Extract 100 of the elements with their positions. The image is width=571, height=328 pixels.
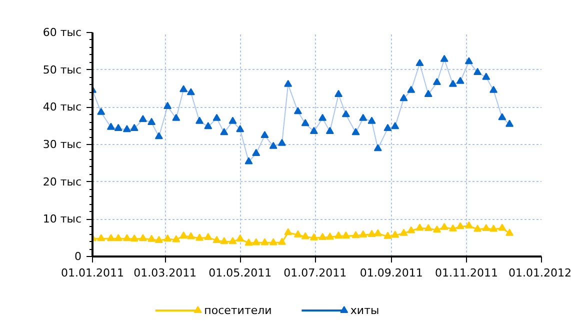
point xyxy=(172,235,180,242)
point xyxy=(122,125,131,132)
point xyxy=(97,108,106,115)
point xyxy=(310,233,318,240)
y-tick-label: 10 тыс xyxy=(42,212,82,226)
point xyxy=(440,222,448,230)
point xyxy=(318,114,327,121)
point xyxy=(278,138,286,146)
point xyxy=(374,144,382,152)
point xyxy=(212,114,221,121)
x-tick-label: 01.11.2011 xyxy=(434,266,498,280)
point xyxy=(301,119,310,126)
point xyxy=(180,85,188,92)
point xyxy=(164,234,172,242)
point xyxy=(252,238,260,246)
point xyxy=(352,128,360,136)
point xyxy=(416,224,424,231)
point xyxy=(294,107,302,114)
point xyxy=(244,157,253,164)
point xyxy=(490,86,498,93)
y-tick-label: 50 тыс xyxy=(42,63,82,76)
x-tick-label: 01.01.2011 xyxy=(61,266,124,280)
point xyxy=(334,90,343,97)
point xyxy=(416,58,424,66)
point xyxy=(424,224,432,232)
point xyxy=(260,238,269,246)
point xyxy=(391,122,400,130)
point xyxy=(172,114,180,121)
point xyxy=(148,118,156,125)
point xyxy=(196,234,204,241)
point xyxy=(474,68,482,75)
point xyxy=(220,237,228,244)
point xyxy=(374,229,382,236)
point xyxy=(464,57,473,64)
point xyxy=(186,232,195,240)
point xyxy=(456,76,464,84)
point xyxy=(318,232,327,240)
point xyxy=(180,231,188,238)
point xyxy=(148,234,156,242)
point xyxy=(384,232,392,239)
y-tick-label: 0 xyxy=(74,250,82,263)
y-tick-label: 60 тыс xyxy=(42,26,82,39)
x-tick-label: 01.05.2011 xyxy=(208,266,272,280)
point xyxy=(106,234,115,242)
point xyxy=(97,234,106,242)
point xyxy=(260,131,269,138)
point xyxy=(114,234,122,242)
point xyxy=(448,224,457,232)
point xyxy=(448,80,457,87)
point xyxy=(154,132,163,140)
y-tick-label: 20 тыс xyxy=(42,175,82,188)
point xyxy=(138,234,147,242)
point xyxy=(269,142,278,149)
point xyxy=(204,122,212,130)
point xyxy=(284,228,292,236)
point xyxy=(334,231,343,238)
point xyxy=(482,224,490,232)
point xyxy=(186,88,195,96)
point xyxy=(407,86,416,93)
point xyxy=(154,236,163,243)
point xyxy=(474,224,482,232)
legend-label: посетители xyxy=(204,304,272,317)
legend-label: хиты xyxy=(350,304,380,317)
point xyxy=(352,231,360,238)
point xyxy=(368,230,376,237)
point xyxy=(269,238,278,246)
point xyxy=(164,102,172,109)
point xyxy=(130,124,138,131)
point xyxy=(368,116,376,124)
x-tick-label: 01.01.2012 xyxy=(508,266,571,280)
point xyxy=(301,232,310,240)
point xyxy=(424,90,432,97)
point xyxy=(204,232,212,240)
point xyxy=(342,231,350,238)
point xyxy=(400,228,408,236)
point xyxy=(440,54,448,62)
point xyxy=(407,226,416,234)
point xyxy=(359,230,368,238)
point xyxy=(342,110,350,118)
point xyxy=(252,148,260,156)
point xyxy=(196,116,204,124)
point xyxy=(228,237,237,244)
point xyxy=(236,125,244,132)
point xyxy=(432,78,441,86)
point xyxy=(130,234,138,242)
point xyxy=(310,126,318,134)
point xyxy=(114,124,122,131)
y-tick-label: 40 тыс xyxy=(42,100,82,114)
point xyxy=(506,228,514,236)
point xyxy=(244,238,253,246)
point xyxy=(359,114,368,121)
point xyxy=(464,221,473,228)
point xyxy=(212,236,221,243)
point xyxy=(278,238,286,245)
y-tick-label: 30 тыс xyxy=(42,138,82,151)
x-tick-label: 01.09.2011 xyxy=(360,266,423,280)
point xyxy=(384,124,392,131)
point xyxy=(236,234,244,242)
point xyxy=(482,72,490,80)
point xyxy=(498,113,506,120)
